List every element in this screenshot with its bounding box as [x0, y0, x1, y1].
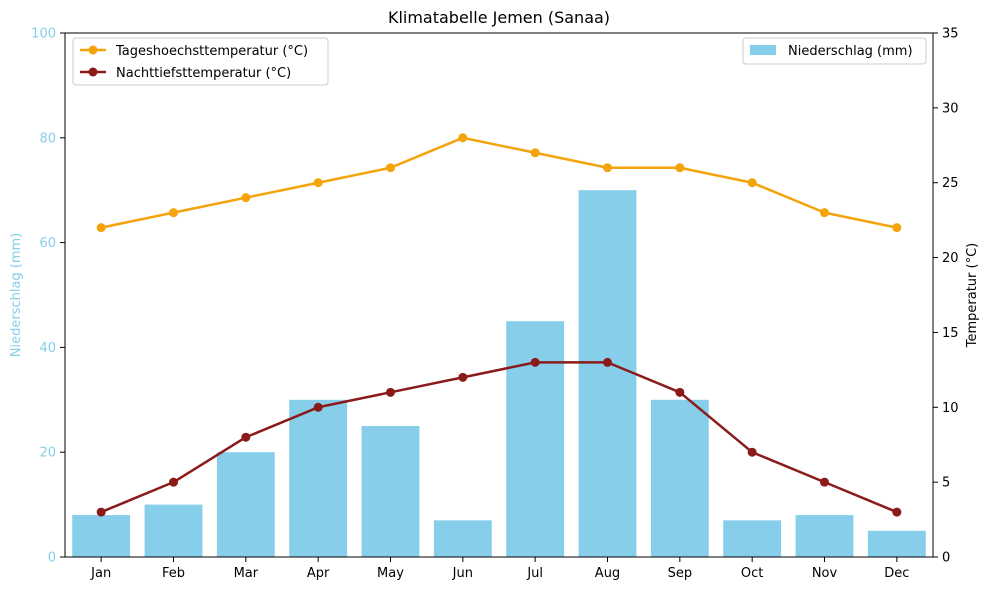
point-high-jan	[96, 223, 106, 233]
legend-swatch-precip	[750, 45, 776, 55]
point-high-aug	[603, 163, 612, 173]
point-low-mar	[241, 432, 251, 442]
legend-marker-low	[88, 67, 98, 77]
point-low-jan	[96, 507, 106, 517]
right-tick-label: 30	[942, 101, 959, 116]
right-tick-label: 10	[942, 401, 959, 416]
x-tick-label-feb: Feb	[162, 566, 185, 581]
x-tick-label-nov: Nov	[812, 566, 838, 581]
x-tick-label-jun: Jun	[452, 566, 473, 581]
left-tick-label: 40	[39, 341, 56, 356]
point-high-jun	[458, 133, 468, 143]
bar-dec	[867, 530, 926, 557]
point-high-sep	[675, 163, 685, 173]
point-high-mar	[241, 193, 251, 203]
x-tick-label-aug: Aug	[595, 566, 620, 581]
line-high-temperature	[100, 136, 898, 229]
right-tick-label: 0	[942, 551, 950, 566]
point-high-dec	[892, 223, 902, 233]
point-low-jun	[458, 372, 468, 382]
x-tick-label-oct: Oct	[741, 566, 763, 581]
right-tick-label: 25	[942, 176, 959, 191]
x-tick-label-jul: Jul	[526, 566, 543, 581]
bar-nov	[795, 515, 854, 557]
point-high-oct	[747, 178, 757, 188]
point-high-apr	[313, 178, 323, 188]
point-low-nov	[820, 477, 829, 487]
bar-jun	[433, 520, 492, 557]
point-low-may	[386, 387, 395, 397]
point-high-feb	[169, 208, 178, 218]
right-tick-label: 35	[942, 27, 959, 42]
bar-legend: Niederschlag (mm)	[742, 37, 927, 65]
bar-aug	[578, 190, 637, 557]
temperature-lines	[96, 133, 902, 517]
precipitation-bars	[72, 190, 926, 557]
left-tick-label: 0	[48, 551, 56, 566]
bar-apr	[289, 399, 348, 557]
bar-feb	[144, 504, 203, 557]
bar-jan	[72, 515, 131, 557]
left-tick-label: 80	[39, 131, 56, 146]
bar-oct	[723, 520, 782, 557]
point-low-jul	[530, 357, 540, 367]
bar-legend-frame	[742, 37, 927, 65]
bar-may	[361, 426, 420, 557]
bar-jul	[506, 321, 565, 557]
right-axis: 0 5 10 15 20 25 30 35	[933, 27, 959, 566]
left-axis: 0 20 40 60 80 100	[31, 27, 65, 566]
point-low-apr	[313, 402, 323, 412]
x-tick-label-sep: Sep	[668, 566, 693, 581]
x-axis: Jan Feb Mar Apr May Jun Jul Aug Sep Oct Nov Dec	[90, 557, 909, 581]
legend-label-high: Tageshoechsttemperatur (°C)	[115, 44, 308, 59]
bar-mar	[216, 452, 275, 557]
point-low-oct	[747, 447, 757, 457]
point-high-jul	[530, 148, 540, 158]
point-low-sep	[675, 387, 685, 397]
right-tick-label: 5	[942, 476, 950, 491]
x-tick-label-may: May	[377, 566, 404, 581]
x-tick-label-jan: Jan	[90, 566, 111, 581]
bar-sep	[650, 399, 709, 557]
plot-frame	[64, 32, 934, 558]
right-axis-label: Temperatur (°C)	[965, 243, 980, 349]
line-low-temperature	[100, 361, 898, 514]
point-high-may	[386, 163, 395, 173]
right-tick-label: 15	[942, 326, 959, 341]
point-low-feb	[169, 477, 178, 487]
legend-label-precip: Niederschlag (mm)	[788, 44, 913, 59]
x-tick-label-mar: Mar	[234, 566, 259, 581]
left-tick-label: 100	[31, 27, 56, 42]
left-tick-label: 60	[39, 236, 56, 251]
x-tick-label-dec: Dec	[884, 566, 909, 581]
point-low-aug	[603, 357, 612, 367]
legend-label-low: Nachttiefsttemperatur (°C)	[116, 66, 291, 81]
line-legend: Tageshoechsttemperatur (°C) Nachttiefstt…	[72, 37, 329, 86]
legend-marker-high	[88, 45, 98, 55]
left-tick-label: 20	[39, 446, 56, 461]
line-legend-frame	[72, 37, 329, 86]
point-low-dec	[892, 507, 902, 517]
x-tick-label-apr: Apr	[307, 566, 330, 581]
point-high-nov	[820, 208, 829, 218]
right-tick-label: 20	[942, 251, 959, 266]
chart-title: Klimatabelle Jemen (Sanaa)	[388, 8, 610, 27]
left-axis-label: Niederschlag (mm)	[9, 233, 24, 358]
